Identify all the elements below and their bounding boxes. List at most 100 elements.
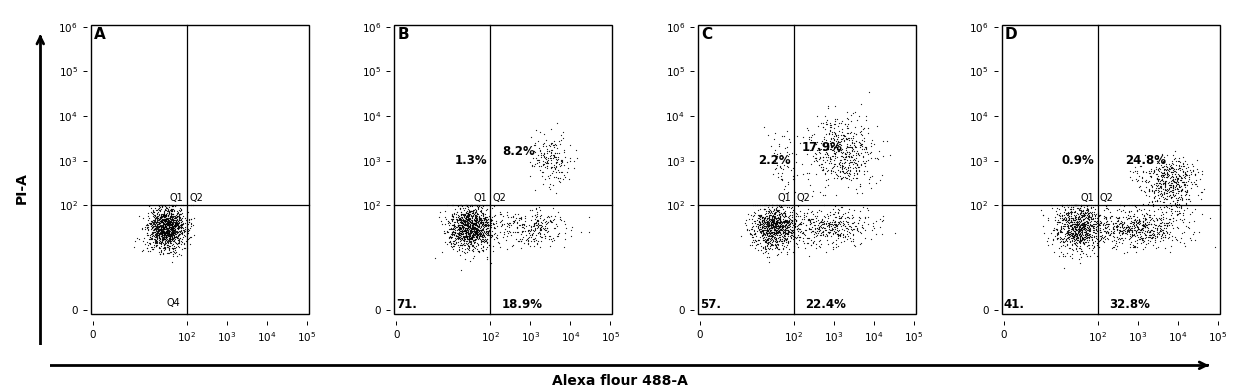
Point [821,136,841,143]
Point [460,225,480,232]
Point [766,228,786,234]
Point [1167,237,1187,243]
Point [1157,174,1177,180]
Point [456,202,476,209]
Point [460,236,480,242]
Point [162,214,182,221]
Point [769,225,789,231]
Point [1068,221,1087,228]
Point [776,225,796,231]
Point [1104,234,1123,240]
Point [510,216,529,223]
Point [471,220,491,226]
Point [830,139,849,145]
Point [779,228,799,234]
Point [1133,237,1153,243]
Point [843,134,863,141]
Point [166,217,186,223]
Point [451,216,471,222]
Point [773,229,792,236]
Point [1079,224,1099,230]
Point [174,213,193,220]
Point [153,211,172,218]
Point [458,202,477,209]
Text: 32.8%: 32.8% [1109,298,1149,311]
Point [1047,230,1066,237]
Point [165,226,185,232]
Point [1168,155,1188,162]
Point [1154,230,1174,236]
Point [151,232,171,238]
Point [162,234,182,241]
Point [758,227,777,233]
Point [1151,190,1171,196]
Point [169,213,188,220]
Point [541,157,560,163]
Point [495,221,515,227]
Point [1071,226,1091,232]
Point [1192,196,1211,203]
Point [537,150,557,156]
Point [826,132,846,138]
Point [1147,198,1167,205]
Point [839,235,859,241]
Point [832,153,852,159]
Point [544,166,564,172]
Point [1159,216,1179,223]
Point [852,132,872,138]
Point [765,233,785,240]
Point [862,227,882,233]
Point [1173,179,1193,185]
Point [1071,234,1091,241]
Point [537,163,557,169]
Point [1066,227,1086,233]
Point [1097,218,1117,224]
Point [843,175,863,181]
Point [528,229,548,236]
Point [1110,220,1130,226]
Point [443,211,463,218]
Point [157,210,177,216]
Point [1073,237,1092,243]
Point [179,236,198,242]
Point [849,215,869,221]
Point [1059,202,1079,209]
Point [781,234,801,241]
Point [515,221,534,228]
Point [842,212,862,218]
Point [1070,224,1090,230]
Point [159,217,179,223]
Point [832,166,852,172]
Point [768,218,787,224]
Point [1102,225,1122,231]
Point [764,207,784,214]
Point [787,172,807,178]
Point [165,220,185,227]
Point [458,211,477,217]
Point [1118,208,1138,214]
Point [1064,234,1084,240]
Point [525,221,544,227]
Point [552,162,572,168]
Point [129,213,149,219]
Point [471,227,491,234]
Point [755,223,775,229]
Point [1056,211,1076,217]
Point [847,162,867,169]
Point [750,234,770,241]
Point [472,233,492,239]
Point [136,232,156,238]
Point [1074,216,1094,222]
Point [776,236,796,242]
Point [769,216,789,222]
Point [832,219,852,225]
Point [1130,231,1149,237]
Point [768,221,787,227]
Point [527,156,547,163]
Point [1117,230,1137,237]
Point [1125,244,1145,250]
Point [458,229,477,235]
Point [477,229,497,235]
Point [873,217,893,223]
Point [161,210,181,216]
